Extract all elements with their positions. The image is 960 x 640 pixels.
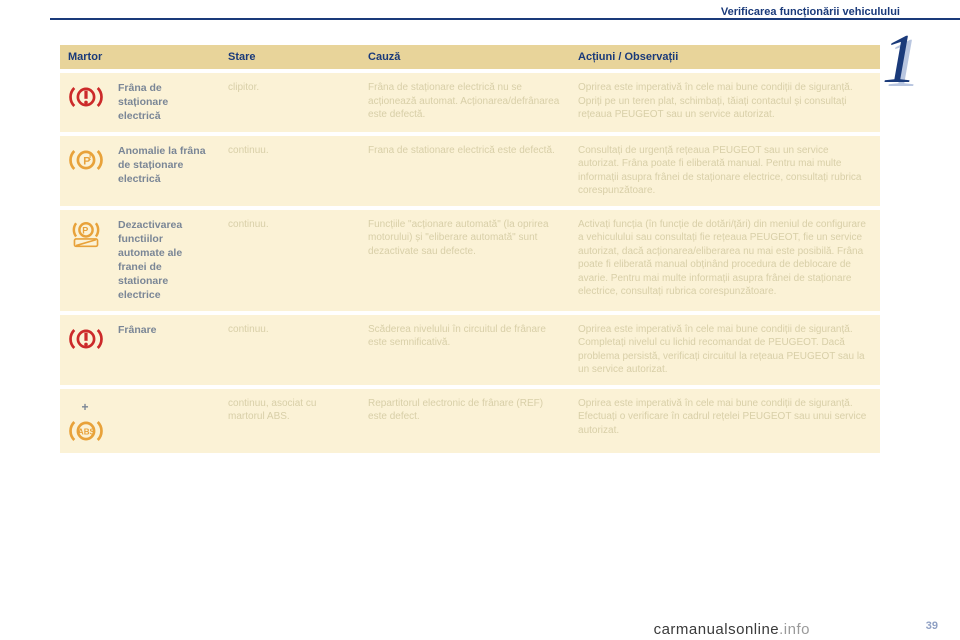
icon-cell: + ABS <box>60 387 110 453</box>
row-label: Dezactivarea functiilor automate ale fra… <box>110 208 220 313</box>
page-number: 39 <box>926 620 938 632</box>
chapter-number: 1 1 <box>882 30 942 100</box>
row-actiuni: Oprirea este imperativă în cele mai bune… <box>570 387 880 453</box>
row-actiuni: Activați funcția (în funcție de dotări/ț… <box>570 208 880 313</box>
table-header-row: Martor Stare Cauză Acțiuni / Observații <box>60 45 880 71</box>
row-actiuni: Oprirea este imperativă în cele mai bune… <box>570 71 880 134</box>
table-row: P Dezactivarea functiilor automate ale f… <box>60 208 880 313</box>
table-row: Frânare continuu. Scăderea nivelului în … <box>60 313 880 387</box>
svg-text:!: ! <box>89 153 92 162</box>
plus-sign: + <box>68 399 102 415</box>
row-cauza: Funcțiile "acționare automată" (la oprir… <box>360 208 570 313</box>
row-label: Frânare <box>110 313 220 387</box>
row-stare: continuu. <box>220 134 360 208</box>
row-stare: continuu. <box>220 313 360 387</box>
row-stare: continuu. <box>220 208 360 313</box>
parking-brake-fault-icon: P ! <box>68 146 104 174</box>
icon-cell: P ! <box>60 134 110 208</box>
row-actiuni: Oprirea este imperativă în cele mai bune… <box>570 313 880 387</box>
chapter-number-front: 1 <box>882 30 917 90</box>
row-cauza: Repartitorul electronic de frânare (REF)… <box>360 387 570 453</box>
th-martor: Martor <box>60 45 220 71</box>
th-cauza: Cauză <box>360 45 570 71</box>
icon-cell: P <box>60 208 110 313</box>
footer-url-suffix: .info <box>779 621 810 638</box>
icon-cell <box>60 71 110 134</box>
row-stare: clipitor. <box>220 71 360 134</box>
footer-url: carmanualsonline.info <box>654 621 810 638</box>
th-actiuni: Acțiuni / Observații <box>570 45 880 71</box>
row-cauza: Frana de stationare electrică este defec… <box>360 134 570 208</box>
brake-warning-icon <box>68 83 104 111</box>
footer-url-main: carmanualsonline <box>654 621 780 638</box>
svg-text:ABS: ABS <box>78 427 96 436</box>
brake-warning-icon <box>68 325 104 353</box>
row-label <box>110 387 220 453</box>
warning-lights-table: Martor Stare Cauză Acțiuni / Observații … <box>60 45 880 453</box>
row-actiuni: Consultați de urgență rețeaua PEUGEOT sa… <box>570 134 880 208</box>
row-cauza: Scăderea nivelului în circuitul de frâna… <box>360 313 570 387</box>
top-rule <box>0 18 960 20</box>
row-label: Anomalie la frâna de staționare electric… <box>110 134 220 208</box>
page-header-title: Verificarea funcționării vehiculului <box>721 6 900 18</box>
table-row: + ABS continuu, asociat cu martorul ABS.… <box>60 387 880 453</box>
icon-cell <box>60 313 110 387</box>
svg-text:P: P <box>82 225 88 235</box>
th-stare: Stare <box>220 45 360 71</box>
table-row: Frâna de staționare electrică clipitor. … <box>60 71 880 134</box>
row-cauza: Frâna de staționare electrică nu se acți… <box>360 71 570 134</box>
row-stare: continuu, asociat cu martorul ABS. <box>220 387 360 453</box>
table-row: P ! Anomalie la frâna de staționare elec… <box>60 134 880 208</box>
abs-icon: ABS <box>68 417 104 445</box>
auto-off-icon: P <box>68 220 104 248</box>
row-label: Frâna de staționare electrică <box>110 71 220 134</box>
